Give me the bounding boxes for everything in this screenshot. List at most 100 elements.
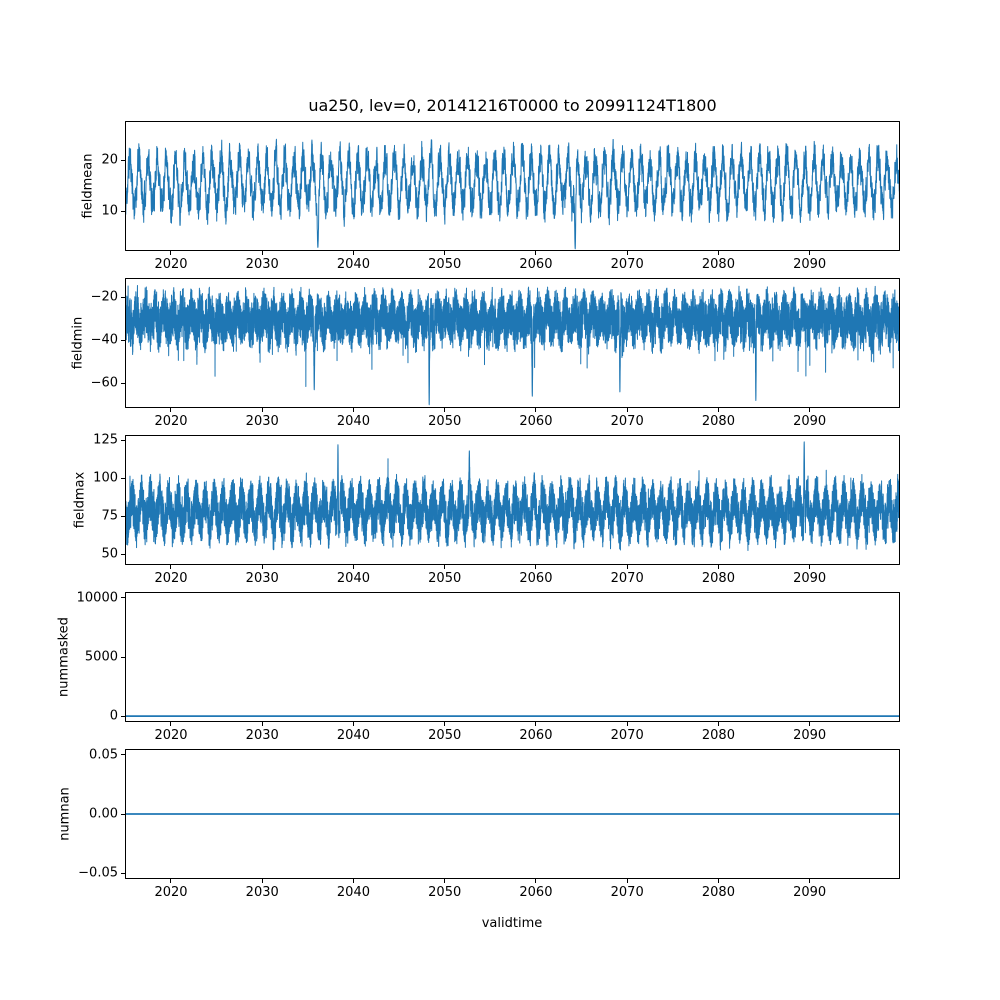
x-tick-label: 2070 [610, 257, 644, 272]
x-tick-mark [809, 565, 811, 569]
x-tick-mark [352, 565, 354, 569]
x-tick-label: 2080 [701, 571, 735, 586]
x-tick-mark [809, 722, 811, 726]
y-tick-mark [121, 754, 125, 756]
x-tick-label: 2060 [519, 414, 553, 429]
x-tick-mark [535, 879, 537, 883]
x-tick-label: 2080 [701, 728, 735, 743]
x-tick-label: 2050 [428, 414, 462, 429]
x-tick-label: 2090 [793, 571, 827, 586]
x-tick-mark [535, 251, 537, 255]
x-tick-mark [626, 251, 628, 255]
x-tick-mark [170, 722, 172, 726]
x-tick-mark [809, 251, 811, 255]
x-tick-label: 2060 [519, 885, 553, 900]
x-tick-label: 2080 [701, 885, 735, 900]
x-tick-mark [170, 408, 172, 412]
x-tick-mark [717, 408, 719, 412]
x-tick-mark [626, 408, 628, 412]
x-tick-mark [352, 408, 354, 412]
x-tick-mark [535, 722, 537, 726]
x-tick-label: 2040 [336, 885, 370, 900]
x-tick-label: 2090 [793, 885, 827, 900]
x-tick-label: 2050 [428, 728, 462, 743]
y-tick-label: −60 [90, 375, 118, 391]
y-tick-label: 125 [93, 432, 118, 448]
x-tick-mark [444, 408, 446, 412]
x-tick-label: 2050 [428, 257, 462, 272]
x-tick-label: 2030 [245, 571, 279, 586]
x-tick-mark [535, 408, 537, 412]
chart-title: ua250, lev=0, 20141216T0000 to 20991124T… [308, 96, 717, 115]
x-tick-mark [261, 565, 263, 569]
y-tick-label: 75 [101, 508, 118, 524]
x-tick-mark [170, 879, 172, 883]
y-tick-label: 5000 [84, 649, 118, 665]
subplot-nummasked: 2020 2030 2040 2050 2060 2070 2080 2090 0 5000 100… [56, 590, 900, 743]
y-axis-label: fieldmin [70, 316, 86, 370]
y-tick-label: 10 [101, 203, 118, 219]
y-tick-mark [121, 553, 125, 555]
y-tick-label: 0.05 [89, 747, 118, 763]
plot-area-nummasked [125, 592, 900, 722]
y-tick-mark [121, 159, 125, 161]
y-tick-mark [121, 872, 125, 874]
x-tick-label: 2060 [519, 257, 553, 272]
subplot-fieldmin: 2020 2030 2040 2050 2060 2070 2080 2090 −20 −40 −6… [70, 278, 900, 429]
x-tick-label: 2050 [428, 571, 462, 586]
y-tick-mark [121, 382, 125, 384]
y-tick-label: 50 [101, 546, 118, 562]
x-tick-label: 2060 [519, 571, 553, 586]
x-tick-mark [626, 722, 628, 726]
y-axis-label: numnan [57, 787, 73, 841]
y-tick-mark [121, 715, 125, 717]
y-tick-mark [121, 210, 125, 212]
y-tick-mark [121, 296, 125, 298]
x-tick-label: 2090 [793, 728, 827, 743]
x-tick-label: 2090 [793, 414, 827, 429]
plot-area-fieldmax [125, 435, 900, 565]
x-tick-label: 2020 [154, 728, 188, 743]
x-axis-label: validtime [481, 916, 543, 931]
x-tick-mark [170, 251, 172, 255]
y-tick-mark [121, 813, 125, 815]
y-tick-label: 20 [101, 152, 118, 168]
y-tick-mark [121, 477, 125, 479]
x-tick-mark [809, 879, 811, 883]
plot-area-fieldmean [125, 121, 900, 251]
plot-area-fieldmin [125, 278, 900, 408]
x-tick-mark [717, 722, 719, 726]
x-tick-label: 2030 [245, 414, 279, 429]
subplot-numnan: 2020 2030 2040 2050 2060 2070 2080 2090 −0.05 0.0… [58, 747, 900, 900]
y-tick-label: −40 [90, 332, 118, 348]
y-axis-label: fieldmax [72, 471, 88, 529]
y-tick-label: −20 [90, 289, 118, 305]
x-tick-label: 2070 [610, 571, 644, 586]
x-tick-mark [535, 565, 537, 569]
x-tick-label: 2080 [701, 257, 735, 272]
x-tick-mark [352, 251, 354, 255]
x-tick-label: 2050 [428, 885, 462, 900]
x-tick-label: 2030 [245, 885, 279, 900]
y-axis-label: nummasked [56, 617, 72, 697]
x-tick-label: 2070 [610, 728, 644, 743]
y-axis-label: fieldmean [80, 153, 96, 219]
subplot-fieldmax: 2020 2030 2040 2050 2060 2070 2080 2090 50 75 100 1… [73, 433, 900, 586]
x-tick-label: 2060 [519, 728, 553, 743]
x-tick-label: 2080 [701, 414, 735, 429]
x-tick-label: 2040 [336, 257, 370, 272]
x-tick-mark [352, 722, 354, 726]
x-tick-label: 2070 [610, 885, 644, 900]
x-tick-mark [717, 879, 719, 883]
x-tick-label: 2040 [336, 728, 370, 743]
x-tick-mark [444, 879, 446, 883]
y-tick-label: −0.05 [78, 865, 118, 881]
y-tick-mark [121, 656, 125, 658]
x-tick-label: 2070 [610, 414, 644, 429]
x-tick-mark [717, 565, 719, 569]
x-tick-mark [444, 722, 446, 726]
subplot-fieldmean: 2020 2030 2040 2050 2060 2070 2080 2090 10 20 fiel… [81, 121, 900, 272]
x-tick-label: 2040 [336, 571, 370, 586]
x-tick-mark [261, 408, 263, 412]
x-tick-mark [261, 251, 263, 255]
